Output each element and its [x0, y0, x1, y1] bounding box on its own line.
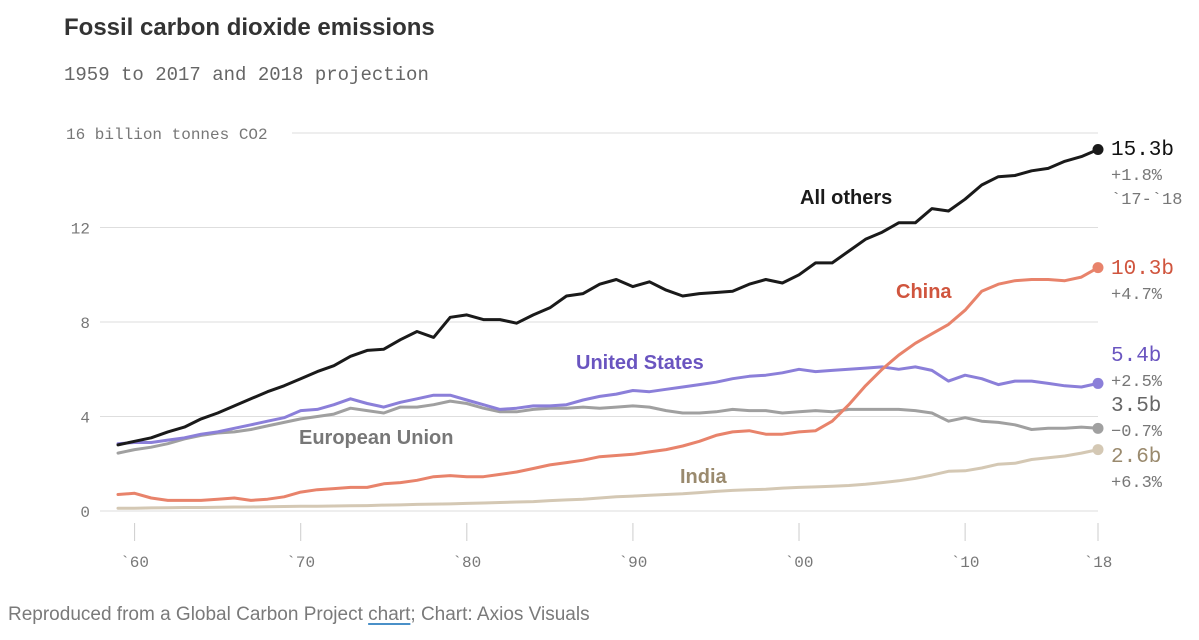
end-change-all-others-1: `17-`18 [1111, 191, 1182, 210]
end-annotations: 15.3b +1.8% `17-`18 10.3b +4.7% 5.4b +2.5% 3.5b… [1111, 139, 1182, 493]
end-value-united-states: 5.4b [1111, 345, 1161, 368]
series-label-european-union: European Union [299, 427, 453, 449]
chart-source-link[interactable]: chart [368, 604, 411, 625]
end-value-european-union: 3.5b [1111, 395, 1161, 418]
end-point-all-others [1092, 144, 1104, 156]
series-line-india [116, 448, 1100, 510]
y-tick-label-0: 0 [80, 504, 90, 522]
end-change-all-others: +1.8% [1111, 167, 1163, 186]
x-tick-label-1990: `90 [619, 554, 648, 572]
y-tick-label-4: 4 [80, 410, 90, 428]
x-tick-label-2018: `18 [1084, 554, 1113, 572]
end-value-china: 10.3b [1111, 258, 1174, 281]
footer-prefix: Reproduced from a Global Carbon Project [8, 604, 369, 625]
x-tick-label-2000: `00 [785, 554, 814, 572]
x-tick-label-2010: `10 [951, 554, 980, 572]
line-chart: 0 4 8 12 16 billion tonnes CO2 `60 `70 `80 `90 `0… [66, 126, 1182, 572]
x-tick-label-1970: `70 [286, 554, 315, 572]
series-label-all-others: All others [800, 187, 892, 209]
series-label-india: India [680, 466, 728, 488]
footer-suffix: ; Chart: Axios Visuals [410, 604, 590, 625]
end-change-india: +6.3% [1111, 474, 1163, 493]
y-tick-label-16: 16 billion tonnes CO2 [66, 126, 268, 144]
y-tick-label-8: 8 [80, 315, 90, 333]
chart-subtitle: 1959 to 2017 and 2018 projection [64, 64, 429, 86]
end-point-united-states [1092, 377, 1104, 389]
end-value-all-others: 15.3b [1111, 139, 1174, 162]
end-point-european-union [1092, 422, 1104, 434]
x-tick-label-1980: `80 [452, 554, 481, 572]
y-tick-label-12: 12 [71, 221, 90, 239]
series-line-european-union [116, 399, 1100, 455]
series-lines [116, 144, 1104, 510]
gridlines: 0 4 8 12 16 billion tonnes CO2 `60 `70 `80 `90 `0… [66, 126, 1112, 572]
end-change-european-union: −0.7% [1111, 423, 1163, 442]
series-label-china: China [896, 281, 952, 303]
series-label-united-states: United States [576, 352, 704, 374]
series-line-china [116, 266, 1100, 502]
end-point-india [1092, 444, 1104, 456]
chart-title: Fossil carbon dioxide emissions [64, 14, 435, 41]
x-tick-label-1960: `60 [120, 554, 149, 572]
end-point-china [1092, 262, 1104, 274]
end-change-united-states: +2.5% [1111, 373, 1163, 392]
source-footer: Reproduced from a Global Carbon Project … [8, 604, 590, 626]
series-labels: All others China United States European … [299, 187, 952, 488]
end-change-china: +4.7% [1111, 286, 1163, 305]
series-line-united-states [116, 365, 1100, 446]
series-line-all-others [116, 148, 1100, 447]
end-value-india: 2.6b [1111, 446, 1161, 469]
